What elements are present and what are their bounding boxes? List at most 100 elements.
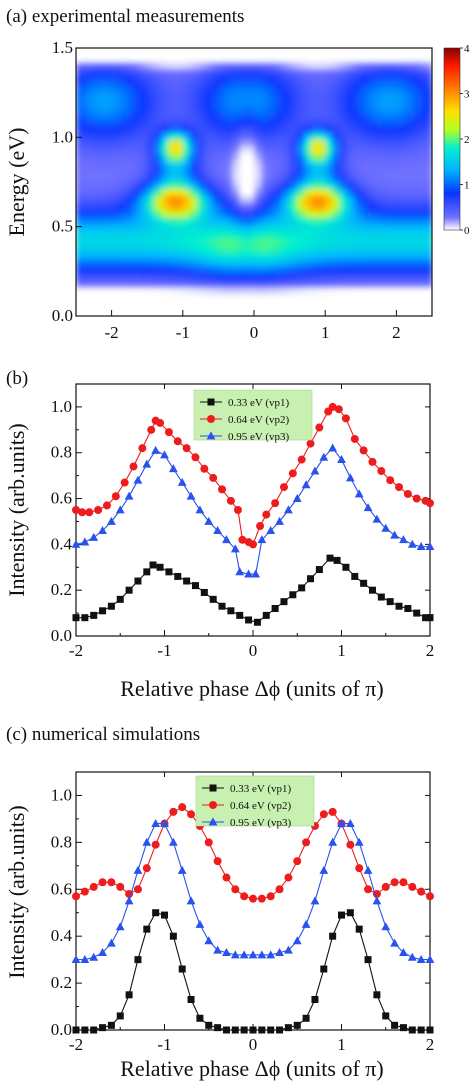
heatmap-cell: [367, 111, 376, 120]
heatmap-cell: [111, 90, 120, 98]
heatmap-cell: [232, 203, 241, 211]
heatmap-cell: [339, 97, 348, 106]
heatmap-cell: [389, 97, 397, 106]
y-tick-label: 0.0: [52, 306, 73, 325]
heatmap-cell: [168, 182, 177, 190]
heatmap-cell: [211, 132, 219, 141]
heatmap-cell: [147, 174, 155, 183]
heatmap-cell: [132, 196, 141, 204]
heatmap-cell: [204, 132, 212, 141]
heatmap-cell: [118, 97, 127, 106]
heatmap-cell: [310, 196, 319, 204]
heatmap-cell: [339, 308, 348, 316]
heatmap-cell: [261, 238, 269, 247]
heatmap-cell: [346, 308, 355, 316]
heatmap-cell: [168, 280, 177, 289]
heatmap-cell: [168, 62, 177, 70]
heatmap-cell: [147, 308, 155, 316]
heatmap-cell: [339, 90, 348, 98]
heatmap-cell: [118, 76, 127, 84]
heatmap-cell: [189, 266, 198, 275]
heatmap-cell: [189, 139, 198, 148]
data-point: [293, 857, 302, 866]
data-point: [204, 516, 214, 525]
heatmap-cell: [275, 139, 284, 148]
heatmap-cell: [239, 90, 248, 98]
data-point: [200, 588, 208, 596]
heatmap-cell: [325, 111, 333, 120]
heatmap-cell: [339, 301, 348, 310]
heatmap-cell: [261, 308, 269, 316]
heatmap-cell: [104, 111, 113, 120]
heatmap-cell: [289, 266, 298, 275]
heatmap-cell: [268, 217, 276, 225]
heatmap-cell: [339, 146, 348, 155]
heatmap-cell: [282, 238, 291, 247]
heatmap-cell: [97, 245, 106, 254]
data-point: [207, 398, 215, 406]
heatmap-cell: [111, 111, 120, 120]
heatmap-cell: [410, 280, 419, 289]
heatmap-cell: [147, 252, 155, 261]
heatmap-cell: [410, 55, 419, 63]
heatmap-cell: [261, 118, 269, 127]
data-point: [416, 542, 426, 551]
heatmap-cell: [125, 210, 134, 218]
heatmap-cell: [332, 55, 341, 63]
heatmap-cell: [282, 224, 291, 232]
data-point: [233, 506, 242, 514]
series: [72, 554, 434, 626]
heatmap-cell: [268, 139, 276, 148]
heatmap-cell: [375, 224, 383, 232]
data-point: [143, 568, 151, 576]
heatmap-cell: [261, 104, 269, 113]
heatmap-cell: [168, 308, 177, 316]
heatmap-cell: [246, 182, 255, 190]
heatmap-cell: [367, 203, 376, 211]
heatmap-cell: [182, 167, 191, 176]
heatmap-cell: [76, 266, 84, 275]
x-tick-label: -1: [157, 1035, 171, 1054]
heatmap-cell: [197, 125, 205, 134]
data-point: [116, 595, 124, 603]
heatmap-cell: [375, 266, 383, 275]
heatmap-cell: [132, 245, 141, 254]
heatmap-cell: [318, 76, 326, 84]
heatmap-cell: [410, 294, 419, 303]
heatmap-cell: [175, 266, 184, 275]
heatmap-cell: [318, 174, 326, 183]
heatmap-cell: [189, 217, 198, 225]
heatmap-cell: [360, 252, 369, 261]
heatmap-cell: [76, 69, 84, 77]
heatmap-cell: [325, 132, 333, 141]
heatmap-cell: [417, 217, 426, 225]
heatmap-cell: [175, 252, 184, 261]
heatmap-cell: [360, 48, 369, 56]
heatmap-cell: [332, 132, 341, 141]
heatmap-cell: [104, 167, 113, 176]
heatmap-cell: [225, 259, 234, 268]
heatmap-cell: [261, 62, 269, 70]
heatmap-cell: [268, 301, 276, 310]
heatmap-cell: [147, 224, 155, 232]
heatmap-cell: [424, 231, 432, 240]
data-point: [354, 489, 364, 498]
heatmap-y-ticks: 0.00.51.01.5: [52, 38, 82, 325]
heatmap-cell: [389, 217, 397, 225]
heatmap-cell: [275, 224, 284, 232]
heatmap-cell: [140, 301, 148, 310]
heatmap-cell: [346, 76, 355, 84]
heatmap-cell: [339, 196, 348, 204]
heatmap-cell: [275, 182, 284, 190]
heatmap-cell: [282, 189, 291, 197]
heatmap-cell: [232, 301, 241, 310]
data-point: [266, 526, 276, 535]
heatmap-cell: [268, 273, 276, 282]
heatmap-cell: [239, 111, 248, 120]
heatmap-cell: [104, 69, 113, 77]
heatmap-cell: [76, 203, 84, 211]
heatmap-cell: [140, 118, 148, 127]
heatmap-cell: [154, 231, 163, 240]
heatmap-cell: [232, 167, 241, 176]
